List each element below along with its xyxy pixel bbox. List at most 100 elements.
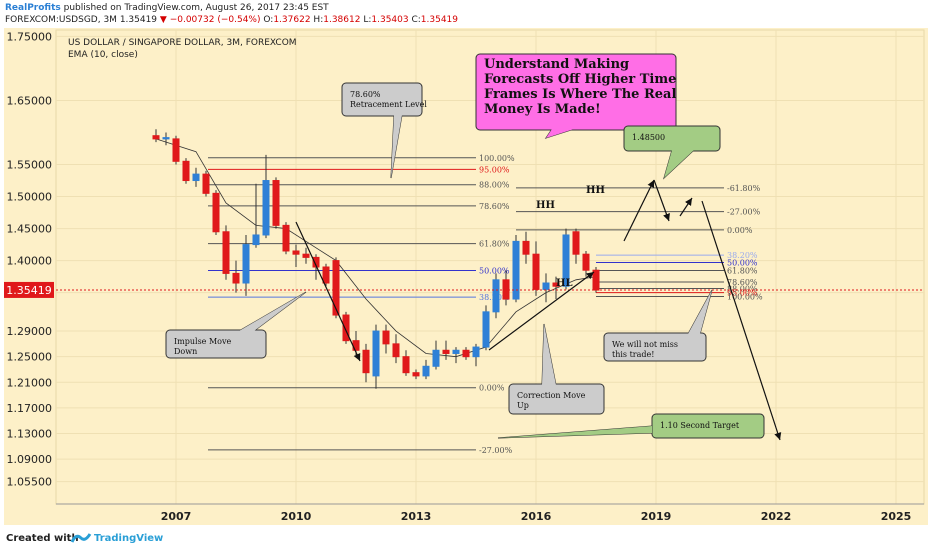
chart-area[interactable]: 1.75000 1.65000 1.55000 1.50000 1.45000 1.400…: [4, 28, 928, 525]
author-link[interactable]: RealProfits: [5, 3, 61, 13]
forecast-arrow-down: [701, 200, 782, 441]
candle-body: [252, 234, 260, 246]
correction-callout-tail-fill: [542, 324, 556, 385]
correction-callout-text: Correction Move: [517, 391, 586, 400]
x-tick-label: 2010: [281, 510, 312, 523]
impulse-callout-box: [165, 329, 267, 359]
candle-body: [472, 346, 480, 358]
y-tick-label: 1.05500: [7, 476, 53, 489]
retracement-callout-text: Retracement Level: [350, 100, 427, 109]
fib-level-label: 38.20%: [727, 251, 758, 260]
y-tick-label: 1.29000: [7, 325, 53, 338]
candle-body: [522, 240, 530, 255]
miss-callout-text: this trade!: [612, 350, 654, 359]
y-tick-label: 1.75000: [7, 30, 53, 43]
target2-callout-tail-fill: [498, 426, 652, 438]
candle-body: [262, 180, 270, 236]
fib-level-label: -27.00%: [727, 208, 761, 217]
candle-body: [432, 349, 440, 367]
impulse-callout-tail-fill: [239, 292, 306, 331]
retracement-callout-text: 78.60%: [350, 90, 381, 99]
fib-level-label: -27.00%: [479, 446, 513, 455]
correction-arrow: [488, 271, 595, 351]
miss-callout-tail-fill: [688, 290, 712, 334]
candle-body: [202, 173, 210, 194]
hl-label: HL: [556, 278, 572, 289]
ema-line: [155, 138, 597, 358]
candle-body: [552, 282, 560, 287]
open-label: O:: [263, 15, 274, 25]
y-tick-label: 1.55000: [7, 159, 53, 172]
candle-body: [312, 256, 320, 268]
x-tick-label: 2025: [881, 510, 912, 523]
candle-body: [422, 365, 430, 377]
y-tick-label: 1.21000: [7, 376, 53, 389]
candle-body: [482, 311, 490, 348]
fib-level-label: 78.60%: [727, 278, 758, 287]
target2-callout: 1.10 Second Target: [497, 413, 765, 439]
forecast-arrow-2: [653, 179, 670, 222]
candle-body: [372, 330, 380, 377]
y-tick-label: 1.50000: [7, 191, 53, 204]
x-tick-label: 2013: [401, 510, 432, 523]
current-price-tag: [4, 281, 54, 298]
candle-body: [212, 192, 220, 233]
fib-level-label: 100.00%: [727, 292, 763, 301]
fib-level-label: 50.00%: [727, 259, 758, 268]
fib-level-label: 61.80%: [479, 240, 510, 249]
fib-level-label: 61.80%: [727, 267, 758, 276]
candle-body: [562, 234, 570, 287]
forecast-callout-text: Understand Making: [484, 57, 629, 72]
impulse-callout-text: Impulse Move: [174, 337, 231, 346]
hh-label-2: HH: [586, 185, 605, 196]
low-label: L:: [363, 15, 372, 25]
candle-body: [292, 250, 300, 255]
y-tick-label: 1.45000: [7, 223, 53, 236]
candle-body: [242, 244, 250, 284]
forecast-arrow-3: [679, 197, 693, 217]
candle-body: [452, 349, 460, 354]
low-value: 1.35403: [371, 15, 409, 25]
candle-body: [592, 269, 600, 291]
y-tick-label: 1.25000: [7, 351, 53, 364]
fib-level-label: 50.00%: [479, 267, 510, 276]
candle-body: [342, 314, 350, 342]
target1-callout-text: 1.48500: [632, 133, 665, 142]
candle-body: [542, 282, 550, 290]
price-chart[interactable]: 1.75000 1.65000 1.55000 1.50000 1.45000 1.400…: [4, 28, 928, 525]
retracement-callout-tail-fill: [391, 115, 402, 178]
candle-body: [182, 160, 190, 182]
candle-body: [412, 372, 420, 377]
candle-body: [362, 349, 370, 374]
close-label: C:: [411, 15, 421, 25]
fib-level-label: -61.80%: [727, 184, 761, 193]
indicator-label: EMA (10, close): [68, 50, 138, 60]
candle-body: [222, 231, 230, 274]
tradingview-logo-icon: [70, 533, 92, 543]
candle-body: [582, 253, 590, 271]
candle-body: [462, 349, 470, 358]
price-change: −0.00732 (−0.54%): [169, 15, 261, 25]
down-arrow-icon: ▼: [159, 15, 167, 25]
high-label: H:: [313, 15, 324, 25]
y-tick-label: 1.13000: [7, 428, 53, 441]
open-value: 1.37622: [273, 15, 311, 25]
candle-body: [232, 272, 240, 284]
forecast-callout-text: Forecasts Off Higher Time: [484, 72, 676, 87]
publish-line: RealProfits published on TradingView.com…: [5, 3, 329, 13]
fib-level-label: 88.00%: [479, 181, 510, 190]
tradingview-brand[interactable]: TradingView: [94, 533, 164, 544]
y-tick-label: 1.17000: [7, 402, 53, 415]
candle-body: [392, 343, 400, 358]
fib-level-label: 95.00%: [479, 165, 510, 174]
fib-level-label: 78.60%: [479, 202, 510, 211]
candle-body: [302, 253, 310, 258]
candle-body: [532, 253, 540, 290]
fib-level-label: 0.00%: [727, 226, 753, 235]
created-with-label: Created with: [6, 533, 79, 544]
x-tick-label: 2007: [161, 510, 192, 523]
forecast-callout-text: Frames Is Where The Real: [484, 87, 676, 102]
forecast-callout-text: Money Is Made!: [484, 102, 601, 117]
